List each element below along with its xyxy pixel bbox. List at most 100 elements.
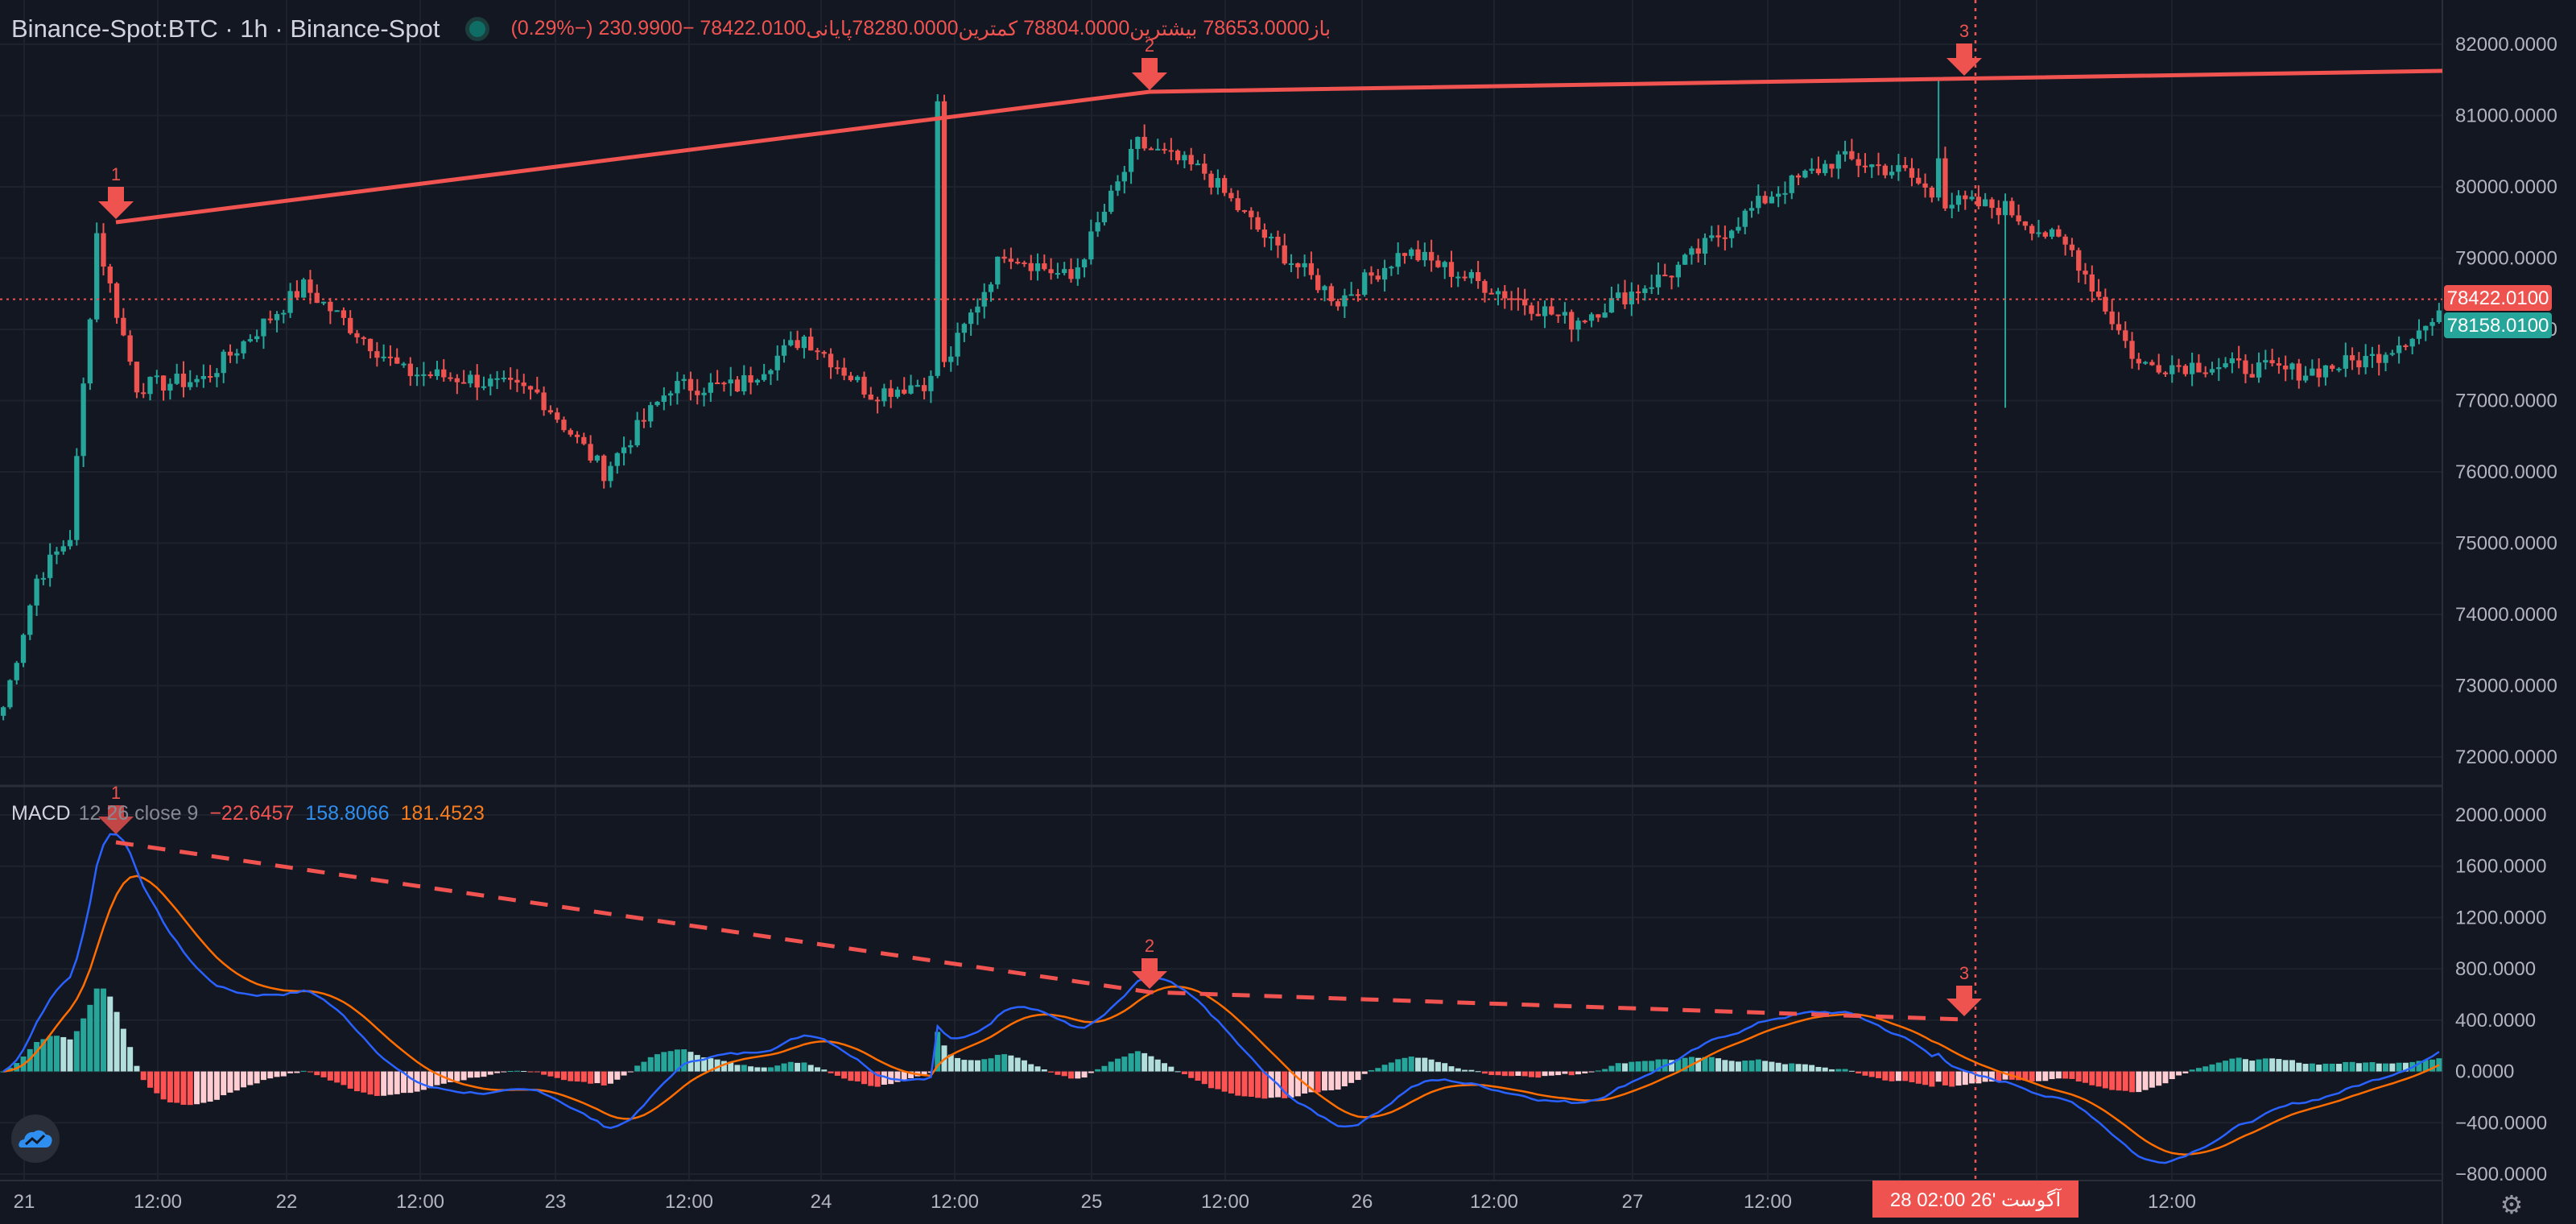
candle[interactable] bbox=[1942, 147, 1948, 211]
candle[interactable] bbox=[1529, 302, 1534, 320]
candle[interactable] bbox=[1462, 271, 1468, 282]
candle[interactable] bbox=[1042, 254, 1047, 271]
candle[interactable] bbox=[1355, 288, 1361, 302]
candle[interactable] bbox=[1081, 258, 1088, 278]
candle[interactable] bbox=[1282, 234, 1287, 266]
candle[interactable] bbox=[835, 360, 840, 374]
candle[interactable] bbox=[1368, 266, 1374, 284]
candle[interactable] bbox=[695, 378, 700, 405]
candle[interactable] bbox=[2363, 344, 2368, 374]
candle[interactable] bbox=[574, 431, 580, 444]
candle[interactable] bbox=[1782, 181, 1788, 205]
candle[interactable] bbox=[2042, 230, 2048, 239]
candle[interactable] bbox=[1148, 147, 1154, 151]
candle[interactable] bbox=[134, 362, 140, 399]
candle[interactable] bbox=[1215, 169, 1221, 195]
candle[interactable] bbox=[301, 277, 307, 298]
candle[interactable] bbox=[2316, 358, 2322, 387]
candle[interactable] bbox=[641, 408, 647, 428]
candle[interactable] bbox=[2116, 312, 2122, 335]
candle[interactable] bbox=[908, 374, 914, 395]
candle[interactable] bbox=[1823, 159, 1828, 176]
candle[interactable] bbox=[748, 366, 753, 395]
candle[interactable] bbox=[267, 310, 273, 324]
candle[interactable] bbox=[1902, 156, 1908, 172]
candle[interactable] bbox=[1141, 124, 1147, 151]
macd-signal-line[interactable] bbox=[2, 875, 2440, 1156]
candle[interactable] bbox=[2109, 299, 2115, 330]
candle[interactable] bbox=[121, 308, 126, 337]
candle[interactable] bbox=[67, 530, 73, 550]
candle[interactable] bbox=[1535, 301, 1541, 316]
candle[interactable] bbox=[2123, 321, 2128, 349]
candle[interactable] bbox=[2330, 363, 2335, 372]
candle[interactable] bbox=[407, 357, 413, 387]
candle[interactable] bbox=[521, 374, 526, 394]
candle[interactable] bbox=[2129, 332, 2135, 369]
candle[interactable] bbox=[1068, 258, 1074, 283]
macd-marker-1[interactable]: 1 bbox=[98, 783, 134, 834]
candle[interactable] bbox=[1675, 261, 1681, 287]
candle[interactable] bbox=[1409, 247, 1414, 259]
candle[interactable] bbox=[1829, 163, 1835, 178]
candle[interactable] bbox=[194, 374, 200, 387]
candle[interactable] bbox=[1762, 191, 1768, 205]
candle[interactable] bbox=[2016, 204, 2021, 225]
candle[interactable] bbox=[1055, 263, 1061, 279]
candle[interactable] bbox=[221, 349, 226, 383]
candle[interactable] bbox=[454, 374, 460, 395]
candle[interactable] bbox=[1488, 288, 1494, 295]
candle[interactable] bbox=[341, 307, 347, 325]
candle[interactable] bbox=[387, 345, 394, 366]
candle[interactable] bbox=[1596, 314, 1601, 322]
candle[interactable] bbox=[914, 379, 920, 387]
candle[interactable] bbox=[167, 378, 173, 400]
candle[interactable] bbox=[2229, 352, 2235, 374]
candle[interactable] bbox=[2403, 344, 2409, 351]
candle[interactable] bbox=[180, 361, 187, 398]
candle[interactable] bbox=[460, 370, 467, 384]
candle[interactable] bbox=[874, 396, 881, 414]
candle[interactable] bbox=[1862, 153, 1868, 173]
candle[interactable] bbox=[2356, 352, 2362, 375]
candle[interactable] bbox=[788, 331, 794, 347]
candle[interactable] bbox=[634, 411, 640, 448]
candle[interactable] bbox=[2189, 352, 2195, 387]
candle[interactable] bbox=[401, 362, 407, 368]
candle[interactable] bbox=[1288, 254, 1294, 273]
candle[interactable] bbox=[601, 454, 607, 489]
macd-trendline[interactable] bbox=[115, 840, 1965, 1022]
candle[interactable] bbox=[1502, 284, 1508, 309]
candle[interactable] bbox=[448, 372, 453, 382]
candle[interactable] bbox=[434, 361, 440, 380]
price-marker-1[interactable]: 1 bbox=[98, 164, 134, 219]
candle[interactable] bbox=[527, 385, 534, 400]
candle[interactable] bbox=[207, 365, 213, 382]
candle[interactable] bbox=[1729, 229, 1735, 248]
candle[interactable] bbox=[2142, 361, 2149, 366]
candle[interactable] bbox=[1448, 250, 1455, 287]
candle[interactable] bbox=[367, 338, 374, 359]
candle[interactable] bbox=[227, 344, 233, 363]
candle[interactable] bbox=[1182, 151, 1187, 168]
candle[interactable] bbox=[961, 322, 967, 342]
candle[interactable] bbox=[1495, 287, 1501, 306]
candle[interactable] bbox=[981, 283, 987, 319]
candle[interactable] bbox=[1802, 169, 1808, 179]
candle[interactable] bbox=[1748, 201, 1755, 218]
candle[interactable] bbox=[728, 366, 733, 396]
candle[interactable] bbox=[1435, 254, 1441, 268]
candle[interactable] bbox=[361, 336, 366, 345]
candle[interactable] bbox=[868, 387, 873, 400]
candle[interactable] bbox=[488, 374, 493, 395]
candle[interactable] bbox=[27, 604, 33, 640]
candle[interactable] bbox=[421, 362, 427, 387]
candle[interactable] bbox=[174, 363, 180, 385]
candle[interactable] bbox=[2369, 346, 2376, 368]
candle[interactable] bbox=[1075, 258, 1080, 286]
candle[interactable] bbox=[1088, 219, 1094, 265]
candle[interactable] bbox=[1028, 254, 1034, 280]
candle[interactable] bbox=[888, 379, 894, 408]
macd-legend[interactable]: MACD 12 26 close 9 −22.6457 158.8066 181… bbox=[11, 797, 485, 829]
